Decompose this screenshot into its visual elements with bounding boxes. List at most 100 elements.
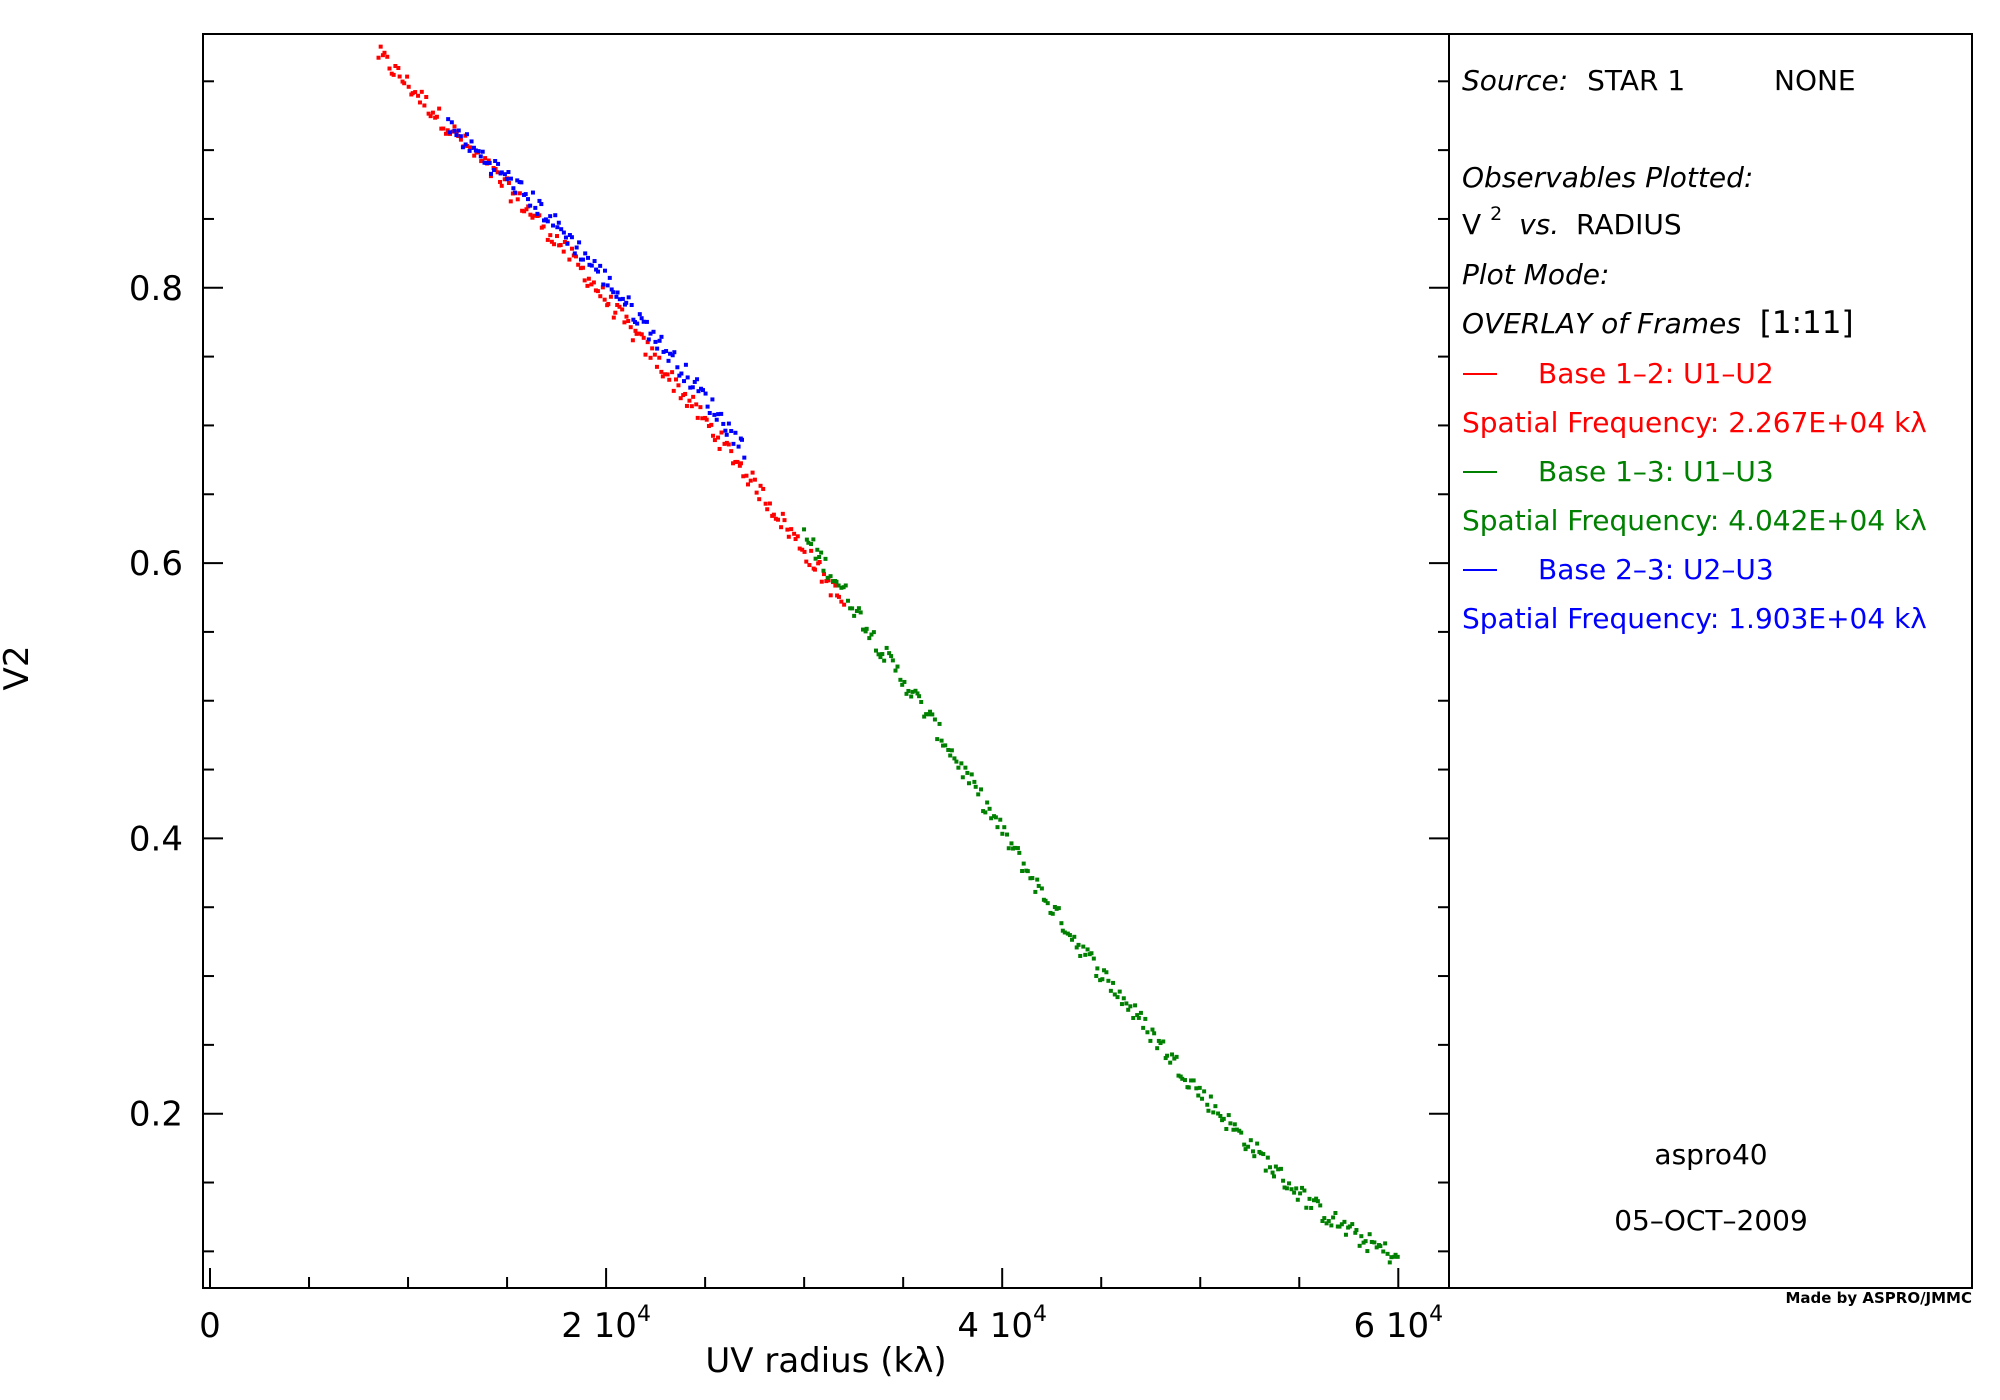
data-point [848, 606, 853, 611]
data-point [508, 199, 513, 204]
data-point [1168, 1060, 1173, 1065]
data-point [731, 461, 736, 466]
data-point [661, 349, 666, 354]
data-point [737, 463, 742, 468]
y-tick-label: 0.6 [129, 544, 183, 584]
data-point [657, 338, 662, 343]
data-point [571, 253, 576, 258]
data-point [735, 459, 740, 464]
data-point [1208, 1094, 1213, 1099]
data-point [545, 219, 550, 224]
data-point [807, 563, 812, 568]
data-point [729, 449, 734, 454]
data-point [1035, 877, 1040, 882]
data-point [460, 145, 465, 150]
data-point [426, 111, 431, 116]
data-point [454, 133, 459, 138]
data-point [930, 712, 935, 717]
x-axis-label: UV radius (kλ) [705, 1341, 946, 1381]
data-point [545, 237, 550, 242]
data-point [441, 126, 446, 131]
data-point [696, 389, 701, 394]
data-point [890, 658, 895, 663]
data-point [428, 114, 433, 119]
data-point [376, 55, 381, 60]
data-point [1304, 1205, 1309, 1210]
data-point [695, 415, 700, 420]
data-point [1119, 1002, 1124, 1007]
y-tick-label: 0.8 [129, 269, 183, 309]
data-point [856, 606, 861, 611]
data-point [1165, 1053, 1170, 1058]
data-point [1002, 825, 1007, 830]
data-point [635, 321, 640, 326]
data-point [664, 349, 669, 354]
data-point [508, 176, 513, 181]
data-point [593, 288, 598, 293]
data-point [502, 172, 507, 177]
data-point [1095, 966, 1100, 971]
data-point [893, 668, 898, 673]
data-point [537, 198, 542, 203]
data-point [864, 626, 869, 631]
data-point [665, 372, 670, 377]
data-point [1331, 1215, 1336, 1220]
data-point [698, 405, 703, 410]
legend-source-name: STAR 1 [1587, 64, 1685, 97]
data-point [687, 398, 692, 403]
data-point [578, 257, 583, 262]
data-point [589, 282, 594, 287]
data-point [1300, 1185, 1305, 1190]
data-point [489, 171, 494, 176]
data-point [467, 148, 472, 153]
y-tick-label: 0.4 [129, 819, 183, 859]
data-point [434, 114, 439, 119]
data-point [637, 312, 642, 317]
legend-frames: [1:11] [1760, 305, 1854, 341]
data-point [823, 556, 828, 561]
data-point [1043, 898, 1048, 903]
data-point [670, 370, 675, 375]
data-point [668, 351, 673, 356]
data-point [524, 207, 529, 212]
data-point [515, 197, 520, 202]
credit-text: Made by ASPRO/JMMC [1785, 1289, 1972, 1307]
data-point [904, 691, 909, 696]
legend-frame [1448, 33, 1973, 1289]
data-point [648, 355, 653, 360]
data-point [852, 613, 857, 618]
data-point [1324, 1221, 1329, 1226]
data-point [561, 249, 566, 254]
data-point [677, 373, 682, 378]
data-point [1284, 1186, 1289, 1191]
data-point [587, 262, 592, 267]
data-point [789, 527, 794, 532]
data-point [1202, 1089, 1207, 1094]
data-point [733, 459, 738, 464]
data-point [1307, 1196, 1312, 1201]
data-point [1000, 831, 1005, 836]
data-point [650, 346, 655, 351]
data-point [1148, 1038, 1153, 1043]
data-point [876, 652, 881, 657]
data-point [581, 265, 586, 270]
data-point [1039, 886, 1044, 891]
data-point [1353, 1230, 1358, 1235]
data-point [773, 516, 778, 521]
data-point [884, 645, 889, 650]
legend-base-freq: Spatial Frequency: 2.267E+04 kλ [1462, 406, 1927, 439]
data-point [387, 66, 392, 71]
data-point [1108, 988, 1113, 993]
data-point [830, 579, 835, 584]
legend-date: 05–OCT–2009 [1614, 1204, 1808, 1237]
data-point [554, 234, 559, 239]
data-point [380, 53, 385, 58]
data-point [928, 709, 933, 714]
data-point [1182, 1078, 1187, 1083]
data-point [1104, 970, 1109, 975]
data-point [1216, 1111, 1221, 1116]
data-point [949, 748, 954, 753]
data-point [765, 507, 770, 512]
data-point [506, 180, 511, 185]
legend-v2-symbol: V [1462, 208, 1481, 241]
